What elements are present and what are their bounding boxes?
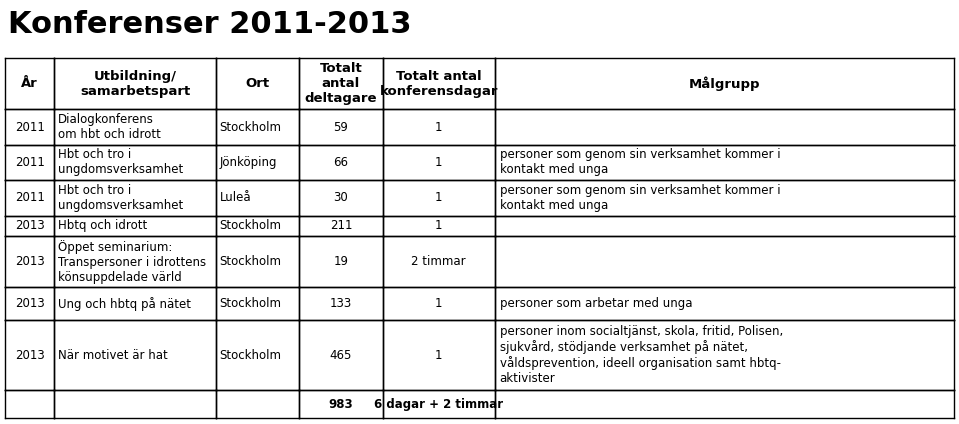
Text: Konferenser 2011-2013: Konferenser 2011-2013 [8, 10, 411, 39]
Text: Stockholm: Stockholm [220, 297, 282, 310]
Text: 1: 1 [435, 156, 442, 169]
Text: personer som genom sin verksamhet kommer i
kontakt med unga: personer som genom sin verksamhet kommer… [500, 184, 781, 212]
Text: 133: 133 [330, 297, 352, 310]
Text: 59: 59 [334, 120, 348, 134]
Text: 6 dagar + 2 timmar: 6 dagar + 2 timmar [374, 398, 503, 410]
Text: 2011: 2011 [14, 191, 45, 204]
Text: Stockholm: Stockholm [220, 255, 282, 268]
Text: 2011: 2011 [14, 156, 45, 169]
Text: Hbt och tro i
ungdomsverksamhet: Hbt och tro i ungdomsverksamhet [58, 148, 183, 176]
Text: 1: 1 [435, 349, 442, 362]
Text: personer som arbetar med unga: personer som arbetar med unga [500, 297, 692, 310]
Text: När motivet är hat: När motivet är hat [58, 349, 168, 362]
Text: Luleå: Luleå [220, 191, 251, 204]
Text: Dialogkonferens
om hbt och idrott: Dialogkonferens om hbt och idrott [58, 113, 161, 141]
Text: 983: 983 [329, 398, 353, 410]
Text: Ort: Ort [246, 77, 269, 90]
Text: 2 timmar: 2 timmar [411, 255, 466, 268]
Text: Totalt antal
konferensdagar: Totalt antal konferensdagar [380, 70, 498, 98]
Text: personer som genom sin verksamhet kommer i
kontakt med unga: personer som genom sin verksamhet kommer… [500, 148, 781, 176]
Text: Stockholm: Stockholm [220, 349, 282, 362]
Text: Stockholm: Stockholm [220, 120, 282, 134]
Text: 2013: 2013 [14, 219, 44, 232]
Text: 2013: 2013 [14, 349, 44, 362]
Text: Öppet seminarium:
Transpersoner i idrottens
könsuppdelade värld: Öppet seminarium: Transpersoner i idrott… [58, 240, 206, 284]
Text: 66: 66 [334, 156, 348, 169]
Text: Totalt
antal
deltagare: Totalt antal deltagare [305, 62, 377, 105]
Text: Hbtq och idrott: Hbtq och idrott [58, 219, 148, 232]
Text: Ung och hbtq på nätet: Ung och hbtq på nätet [58, 297, 192, 311]
Text: 1: 1 [435, 120, 442, 134]
Text: 2013: 2013 [14, 297, 44, 310]
Text: Jönköping: Jönköping [220, 156, 277, 169]
Text: Utbildning/
samarbetspart: Utbildning/ samarbetspart [80, 70, 190, 98]
Text: 2011: 2011 [14, 120, 45, 134]
Text: 1: 1 [435, 191, 442, 204]
Text: År: År [21, 77, 38, 90]
Text: 1: 1 [435, 297, 442, 310]
Text: 2013: 2013 [14, 255, 44, 268]
Text: 30: 30 [334, 191, 348, 204]
Text: 465: 465 [330, 349, 352, 362]
Text: 211: 211 [330, 219, 352, 232]
Text: 1: 1 [435, 219, 442, 232]
Text: 19: 19 [334, 255, 348, 268]
Text: Målgrupp: Målgrupp [689, 76, 760, 91]
Text: Stockholm: Stockholm [220, 219, 282, 232]
Text: personer inom socialtjänst, skola, fritid, Polisen,
sjukvård, stödjande verksamh: personer inom socialtjänst, skola, friti… [500, 325, 783, 385]
Text: Hbt och tro i
ungdomsverksamhet: Hbt och tro i ungdomsverksamhet [58, 184, 183, 212]
